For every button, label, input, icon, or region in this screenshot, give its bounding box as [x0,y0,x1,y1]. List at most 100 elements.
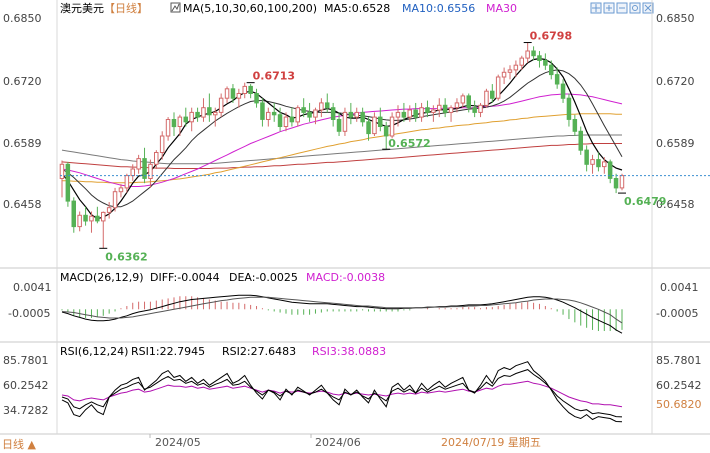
candle-86 [566,93,572,127]
ma-toggle-icon[interactable] [170,2,181,13]
candle-74 [495,74,501,101]
candle-84 [554,67,560,89]
candle-body-8 [106,207,112,213]
candle-44 [319,98,324,118]
zoom-in-icon[interactable] [603,2,615,14]
current-date-label: 2024/07/19 星期五 [441,436,541,449]
annotation-low-2: 0.6479 [624,195,666,208]
candle-95 [619,173,625,191]
rsi-lines [61,361,623,423]
settings-icon[interactable] [629,2,641,14]
period-label[interactable]: 【日线】 [104,1,148,15]
candle-body-7 [101,211,106,222]
rsi-title: RSI(6,12,24) [60,345,128,358]
header: 澳元美元 【日线】 MA(5,10,30,60,100,200) MA5:0.6… [60,1,654,15]
candle-body-39 [289,116,295,123]
candle-body-52 [366,121,371,135]
candle-body-18 [165,119,171,137]
candle-body-32 [248,85,253,95]
macd-lines [61,294,623,334]
rsi3-label: RSI3:38.0883 [312,345,386,358]
candle-body-75 [501,71,507,78]
candle-76 [507,65,513,80]
candle-body-33 [254,93,259,104]
candle-body-45 [325,102,330,109]
candle-72 [484,88,489,108]
candle-body-93 [607,161,613,179]
candle-body-5 [89,215,94,222]
candle-5 [89,211,94,233]
candle-body-28 [224,88,230,99]
candle-body-67 [454,102,460,109]
rsi-tick-right-0: 85.7801 [656,354,702,367]
candle-body-89 [584,149,589,165]
candle-34 [260,98,265,127]
macd-header: MACD(26,12,9) DIFF:-0.0044 DEA:-0.0025 M… [60,271,385,284]
candle-79 [525,42,530,63]
candle-body-20 [177,116,183,127]
candle-body-69 [466,95,471,109]
candle-73 [490,84,495,103]
candle-body-11 [124,175,130,189]
candle-body-57 [395,111,401,118]
candle-body-1 [65,163,71,202]
macd-histogram [61,296,623,332]
ma-toggle-glyph [171,3,180,12]
candle-body-64 [437,104,442,111]
candle-body-37 [277,114,283,127]
crosshair-icon[interactable] [590,2,602,14]
candle-body-29 [230,88,236,99]
ma-params-label: MA(5,10,30,60,100,200) [183,2,317,15]
candle-14 [142,147,147,184]
symbol-name: 澳元美元 [60,2,104,15]
price-tick-right-3: 0.6458 [656,198,695,211]
rsi-tick-left-0: 85.7801 [3,354,49,367]
candle-81 [537,51,542,68]
candle-78 [519,55,524,70]
candle-0 [59,160,65,198]
candle-49 [348,102,354,125]
candle-83 [549,60,554,80]
candle-94 [613,173,619,194]
candle-body-78 [519,57,524,66]
price-annotations: 0.6713 0.6798 0.6572 0.6362 0.6479 [99,30,666,263]
period-toggle-button[interactable]: 日线 ▲ [2,437,36,451]
candle-body-4 [83,214,88,222]
candle-30 [236,88,242,108]
candle-68 [460,93,466,108]
candle-body-77 [513,64,519,71]
candle-body-9 [112,191,118,209]
candle-46 [330,102,336,127]
candle-16 [154,150,159,170]
rsi-header: RSI(6,12,24) RSI1:22.7945 RSI2:27.6483 R… [60,345,386,358]
candle-93 [607,159,613,184]
candle-body-44 [319,102,324,111]
candle-7 [101,211,106,249]
macd-axis-right: 0.0041 -0.0005 [656,281,699,320]
candle-42 [307,102,312,122]
ma10-label: MA10:0.6556 [402,2,475,15]
candle-body-56 [389,116,395,137]
candle-24 [201,98,206,122]
macd-dea-line [61,296,623,324]
candle-63 [431,105,436,122]
rsi1-line [61,361,623,423]
candle-85 [560,79,566,103]
candle-58 [401,102,407,122]
zoom-out-icon[interactable] [616,2,628,14]
candle-52 [366,117,371,141]
candle-65 [442,98,448,118]
candle-27 [218,93,224,118]
candle-51 [360,107,365,127]
candle-body-30 [236,93,242,99]
macd-tick-left-1: -0.0005 [8,307,50,320]
candle-body-87 [572,119,578,132]
candle-77 [513,60,519,77]
rsi3-line [61,380,623,408]
candle-body-27 [218,97,224,113]
close-icon[interactable] [642,2,654,14]
candle-body-34 [260,102,265,120]
candle-38 [283,112,289,132]
